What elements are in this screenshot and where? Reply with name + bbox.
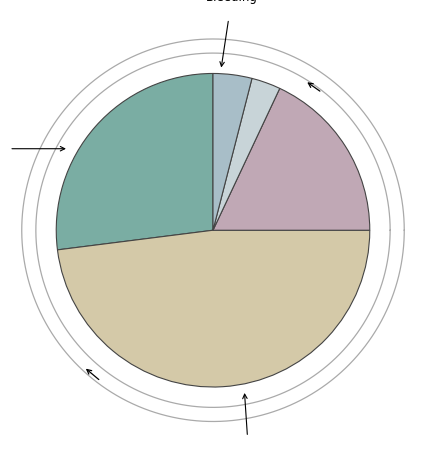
- Wedge shape: [58, 230, 370, 387]
- Wedge shape: [213, 74, 252, 230]
- Wedge shape: [56, 74, 213, 250]
- Text: Bleeding: Bleeding: [206, 0, 258, 5]
- Wedge shape: [213, 78, 280, 230]
- Text: Medscape: Medscape: [9, 9, 127, 29]
- Wedge shape: [213, 88, 370, 230]
- Text: Source: Nat Rev Gastroenterol Hepatol ©2009 Nature Publishing Group: Source: Nat Rev Gastroenterol Hepatol ©2…: [63, 434, 363, 443]
